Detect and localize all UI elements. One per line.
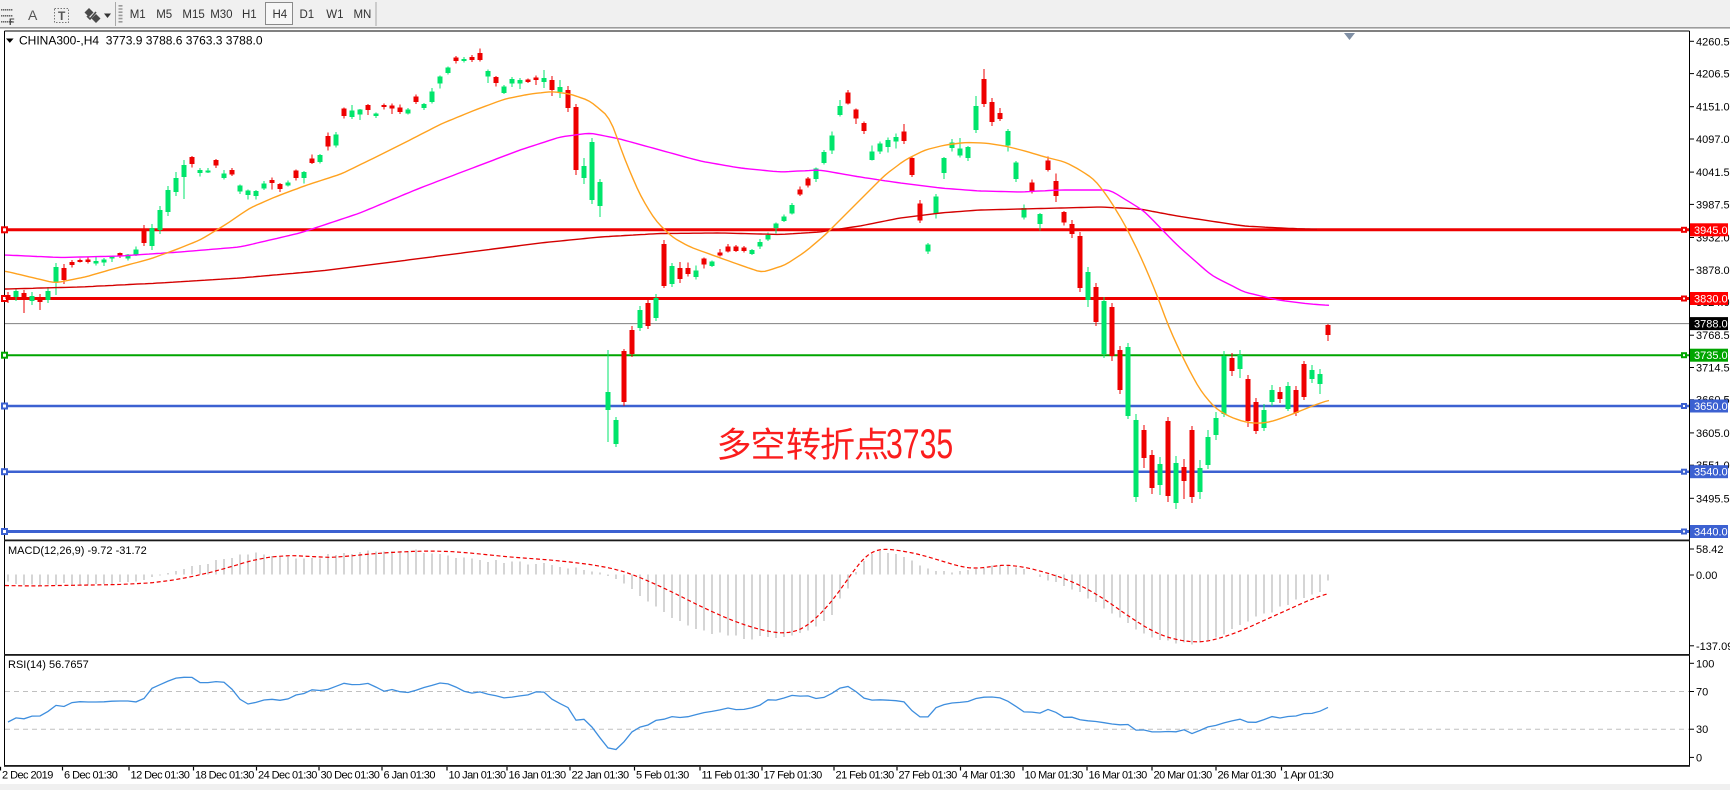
svg-text:3987.5: 3987.5	[1696, 199, 1730, 211]
svg-text:3878.0: 3878.0	[1696, 265, 1730, 277]
svg-text:24 Dec 01:30: 24 Dec 01:30	[258, 770, 317, 782]
svg-text:26 Mar 01:30: 26 Mar 01:30	[1218, 770, 1277, 782]
svg-text:A: A	[28, 7, 38, 23]
svg-text:27 Feb 01:30: 27 Feb 01:30	[899, 770, 958, 782]
svg-text:4041.5: 4041.5	[1696, 167, 1730, 179]
svg-text:10 Jan 01:30: 10 Jan 01:30	[449, 770, 506, 782]
svg-text:12 Dec 01:30: 12 Dec 01:30	[131, 770, 190, 782]
svg-text:MN: MN	[353, 9, 371, 21]
svg-text:M5: M5	[156, 9, 172, 21]
svg-text:5 Feb 01:30: 5 Feb 01:30	[636, 770, 689, 782]
svg-text:18 Dec 01:30: 18 Dec 01:30	[195, 770, 254, 782]
svg-text:3945.0: 3945.0	[1694, 225, 1728, 237]
svg-text:21 Feb 01:30: 21 Feb 01:30	[836, 770, 895, 782]
svg-text:D1: D1	[299, 9, 314, 21]
svg-text:CHINA300-,H4 3773.9 3788.6 37: CHINA300-,H4 3773.9 3788.6 3763.3 3788.0	[19, 34, 263, 48]
svg-text:4097.0: 4097.0	[1696, 134, 1730, 146]
svg-text:4 Mar 01:30: 4 Mar 01:30	[962, 770, 1015, 782]
svg-text:4151.0: 4151.0	[1696, 102, 1730, 114]
svg-text:17 Feb 01:30: 17 Feb 01:30	[764, 770, 823, 782]
svg-text:3714.5: 3714.5	[1696, 363, 1730, 375]
svg-text:4206.5: 4206.5	[1696, 69, 1730, 81]
svg-text:M30: M30	[210, 9, 232, 21]
svg-text:16 Jan 01:30: 16 Jan 01:30	[509, 770, 566, 782]
svg-text:3650.0: 3650.0	[1694, 401, 1728, 413]
svg-text:58.42: 58.42	[1696, 544, 1724, 556]
svg-text:1 Apr 01:30: 1 Apr 01:30	[1283, 770, 1334, 782]
svg-text:4260.5: 4260.5	[1696, 36, 1730, 48]
svg-text:3788.0: 3788.0	[1694, 319, 1728, 331]
svg-text:3830.0: 3830.0	[1694, 294, 1728, 306]
svg-text:0.00: 0.00	[1696, 570, 1717, 582]
svg-text:6 Jan 01:30: 6 Jan 01:30	[384, 770, 436, 782]
svg-text:11 Feb 01:30: 11 Feb 01:30	[702, 770, 760, 782]
svg-text:-137.09: -137.09	[1696, 641, 1730, 653]
svg-text:3768.5: 3768.5	[1696, 330, 1730, 342]
svg-text:16 Mar 01:30: 16 Mar 01:30	[1089, 770, 1148, 782]
svg-text:10 Mar 01:30: 10 Mar 01:30	[1025, 770, 1084, 782]
svg-text:20 Mar 01:30: 20 Mar 01:30	[1154, 770, 1213, 782]
svg-text:2 Dec 2019: 2 Dec 2019	[2, 770, 53, 782]
svg-text:3540.0: 3540.0	[1694, 467, 1728, 479]
svg-text:F: F	[9, 17, 15, 27]
svg-text:RSI(14) 56.7657: RSI(14) 56.7657	[8, 659, 89, 671]
svg-text:0: 0	[1696, 752, 1702, 764]
svg-text:3735: 3735	[886, 420, 953, 467]
svg-text:6 Dec 01:30: 6 Dec 01:30	[64, 770, 118, 782]
svg-text:3440.0: 3440.0	[1694, 527, 1728, 539]
svg-text:W1: W1	[326, 9, 343, 21]
svg-text:70: 70	[1696, 687, 1708, 699]
svg-text:H1: H1	[242, 9, 257, 21]
svg-text:22 Jan 01:30: 22 Jan 01:30	[572, 770, 629, 782]
svg-text:3495.5: 3495.5	[1696, 493, 1730, 505]
svg-text:30 Dec 01:30: 30 Dec 01:30	[321, 770, 380, 782]
svg-text:30: 30	[1696, 724, 1708, 736]
svg-text:MACD(12,26,9) -9.72 -31.72: MACD(12,26,9) -9.72 -31.72	[8, 545, 147, 557]
svg-text:3735.0: 3735.0	[1694, 350, 1728, 362]
svg-text:M15: M15	[182, 9, 204, 21]
svg-text:T: T	[58, 9, 66, 23]
svg-text:3605.0: 3605.0	[1696, 428, 1730, 440]
svg-text:H4: H4	[272, 9, 287, 21]
svg-text:100: 100	[1696, 658, 1714, 670]
svg-text:M1: M1	[130, 9, 146, 21]
